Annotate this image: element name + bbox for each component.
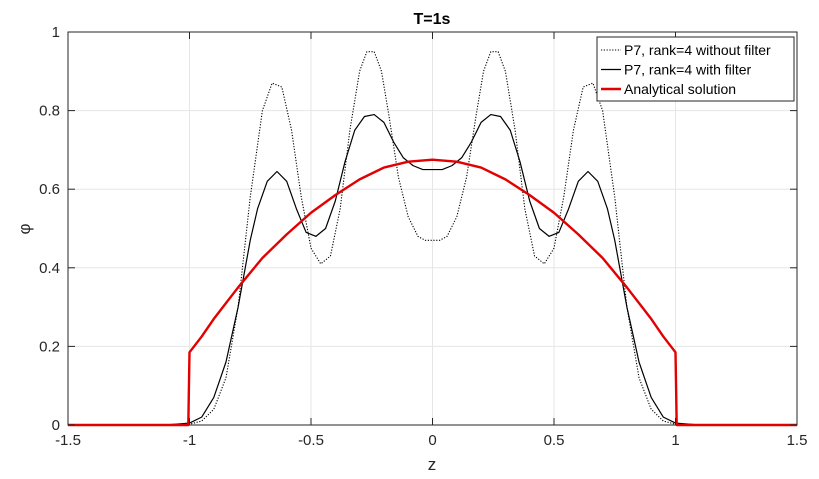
x-tick-label: -1.5: [55, 432, 81, 449]
legend-label: P7, rank=4 with filter: [624, 62, 752, 78]
series-layer: [68, 51, 797, 427]
x-tick-label: -0.5: [298, 432, 324, 449]
legend-box: [596, 36, 795, 102]
x-tick-label: 1.5: [787, 432, 808, 449]
series-2-line: [68, 113, 797, 426]
legend-label: P7, rank=4 without filter: [624, 42, 771, 58]
x-tick-label: 0: [428, 432, 436, 449]
x-axis-label: z: [428, 455, 437, 474]
legend: P7, rank=4 without filter P7, rank=4 with…: [596, 36, 795, 102]
series-3-line: [68, 158, 797, 427]
y-tick-label: 0: [52, 417, 60, 434]
y-tick-label: 0.6: [39, 181, 60, 198]
x-tick-label: 1: [671, 432, 679, 449]
x-tick-label: 0.5: [544, 432, 565, 449]
legend-label: Analytical solution: [624, 81, 736, 97]
y-tick-label: 0.2: [39, 338, 60, 355]
y-tick-label: 1: [52, 24, 60, 41]
y-tick-label: 0.4: [39, 260, 60, 277]
x-tick-label: -1: [183, 432, 196, 449]
y-axis-label: φ: [15, 223, 34, 234]
ticks: -1.5 -1 -0.5 0 0.5 1 1.5 0 0.2 0.4 0.6 0.8 1: [39, 24, 807, 449]
chart-title: T=1s: [414, 11, 451, 28]
y-tick-label: 0.8: [39, 103, 60, 120]
